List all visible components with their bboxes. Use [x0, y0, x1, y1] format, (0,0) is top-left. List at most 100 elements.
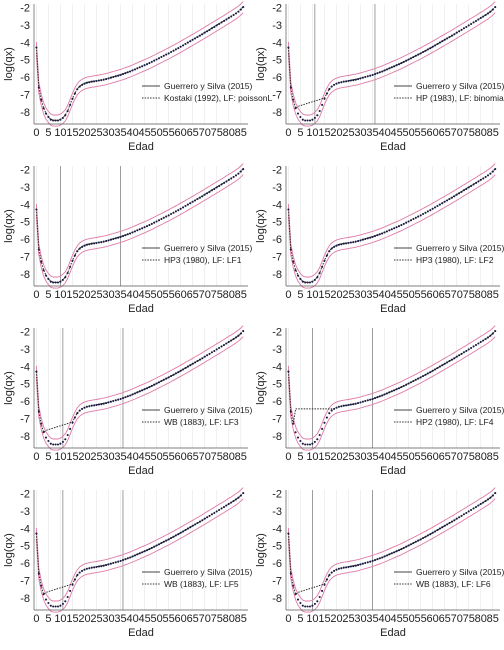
observed-point — [150, 222, 153, 225]
observed-point — [453, 519, 456, 522]
observed-point — [177, 371, 180, 374]
observed-point — [141, 551, 144, 554]
observed-point — [186, 365, 189, 368]
x-tick-label: 75 — [211, 289, 223, 301]
observed-point — [448, 35, 451, 39]
observed-point — [383, 555, 386, 558]
lower-confidence-band — [35, 174, 244, 289]
legend-ref-label: Guerrero y Silva (2015) — [164, 567, 253, 577]
observed-point — [434, 44, 437, 47]
observed-point — [301, 118, 304, 121]
observed-point — [491, 494, 494, 497]
observed-point — [429, 533, 432, 536]
observed-point — [422, 374, 425, 378]
observed-point — [472, 21, 475, 24]
observed-point — [405, 383, 408, 386]
observed-point — [220, 183, 223, 186]
y-axis-title: log(qx) — [3, 533, 15, 567]
observed-point — [419, 376, 422, 379]
observed-point — [222, 343, 226, 347]
observed-point — [184, 204, 187, 208]
observed-point — [119, 235, 122, 239]
observed-point — [383, 69, 386, 72]
x-tick-label: 50 — [151, 289, 163, 301]
observed-point — [40, 422, 43, 425]
y-axis-title: log(qx) — [3, 47, 15, 81]
observed-point — [328, 412, 331, 415]
observed-point — [88, 405, 91, 408]
observed-point — [465, 349, 468, 353]
observed-point — [165, 53, 168, 56]
observed-point — [119, 559, 122, 563]
x-tick-label: 50 — [151, 613, 163, 625]
observed-point — [64, 600, 67, 603]
panel-wb-lf3: 0 5 10 15 20 25 30 35 40 45 50 55 60 65 70 75 80 85 -2 -3 -4… — [3, 325, 253, 477]
panel-hp3-lf2: 0 5 10 15 20 25 30 35 40 45 50 55 60 65 70 75 80 85 -2 -3 -4… — [255, 163, 504, 315]
observed-point — [100, 241, 103, 244]
observed-point — [393, 227, 396, 230]
x-tick-label: 50 — [403, 289, 415, 301]
observed-point — [239, 170, 242, 173]
observed-point — [484, 499, 487, 503]
observed-point — [93, 566, 96, 569]
observed-point — [296, 598, 300, 601]
observed-point — [126, 233, 129, 236]
observed-point — [105, 240, 108, 243]
observed-point — [44, 436, 48, 439]
y-tick-label: -2 — [272, 164, 282, 176]
observed-point — [222, 181, 226, 185]
y-tick-label: -6 — [272, 396, 282, 408]
observed-point — [325, 254, 328, 257]
observed-point — [328, 574, 331, 577]
x-tick-label: 80 — [223, 127, 235, 139]
x-tick-label: 35 — [114, 127, 126, 139]
observed-point — [66, 433, 69, 437]
observed-point — [474, 181, 478, 185]
observed-point — [455, 517, 458, 520]
observed-point — [489, 334, 492, 337]
observed-point — [455, 355, 458, 358]
observed-point — [299, 439, 302, 443]
observed-point — [47, 439, 50, 443]
y-axis-title: log(qx) — [255, 533, 267, 567]
y-tick-label: -5 — [272, 541, 282, 553]
legend-fit-label: HP (1983), LF: binomialL — [416, 93, 504, 103]
observed-point — [489, 496, 492, 499]
observed-point — [467, 24, 470, 27]
observed-point — [54, 119, 57, 122]
observed-point — [342, 242, 345, 245]
observed-point — [352, 241, 355, 244]
observed-point — [230, 501, 233, 504]
observed-point — [232, 175, 235, 179]
x-tick-label: 55 — [415, 451, 427, 463]
x-tick-label: 70 — [451, 127, 463, 139]
observed-point — [390, 66, 393, 69]
observed-point — [407, 58, 410, 61]
observed-point — [407, 544, 410, 547]
y-tick-label: -4 — [20, 361, 30, 373]
observed-point — [69, 103, 72, 106]
observed-point — [218, 346, 221, 350]
observed-point — [405, 59, 408, 62]
observed-point — [321, 265, 324, 268]
observed-point — [54, 605, 57, 608]
observed-point — [470, 508, 473, 512]
observed-point — [177, 533, 180, 536]
x-tick-label: 0 — [285, 451, 291, 463]
x-tick-label: 25 — [90, 613, 102, 625]
observed-point — [76, 574, 79, 577]
observed-point — [117, 236, 120, 239]
y-tick-label: -4 — [272, 361, 282, 373]
observed-point — [381, 232, 384, 235]
observed-point — [431, 531, 434, 534]
observed-point — [294, 107, 297, 110]
observed-point — [381, 394, 384, 397]
x-tick-label: 50 — [403, 613, 415, 625]
observed-point — [95, 241, 98, 245]
observed-point — [93, 242, 96, 245]
observed-point — [69, 265, 72, 268]
observed-point — [349, 403, 352, 406]
observed-point — [227, 178, 230, 181]
observed-point — [446, 523, 449, 526]
observed-point — [109, 562, 112, 565]
